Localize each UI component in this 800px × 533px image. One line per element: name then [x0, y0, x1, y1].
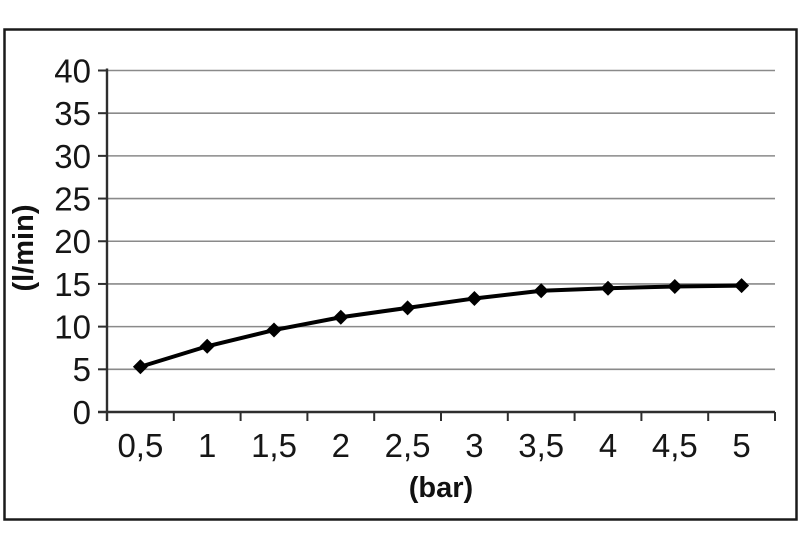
data-point-marker	[466, 290, 482, 306]
x-tick-label: 1,5	[251, 427, 297, 464]
y-tick-label: 10	[54, 309, 91, 346]
x-axis-title: (bar)	[409, 472, 473, 504]
y-tick-label: 40	[54, 52, 91, 89]
data-point-marker	[199, 338, 215, 354]
figure-border	[3, 28, 798, 521]
data-point-marker	[333, 309, 349, 325]
x-axis-tick-labels: 0,5 1 1,5 2 2,5 3 3,5 4 4,5 5	[117, 427, 750, 464]
gridlines	[107, 69, 775, 371]
x-tick-label: 3,5	[518, 427, 564, 464]
data-point-marker	[400, 300, 416, 316]
x-tick-label: 2,5	[385, 427, 431, 464]
data-point-marker	[533, 283, 549, 299]
x-tick-label: 3	[465, 427, 483, 464]
x-tick-label: 1	[198, 427, 216, 464]
y-axis-title: (l/min)	[8, 205, 40, 292]
x-tick-label: 0,5	[117, 427, 163, 464]
y-tick-label: 35	[54, 95, 91, 132]
data-point-marker	[600, 280, 616, 296]
data-point-marker	[667, 278, 683, 294]
x-tick-label: 4	[599, 427, 617, 464]
x-tick-label: 4,5	[652, 427, 698, 464]
series-line	[138, 283, 744, 369]
y-tick-label: 5	[73, 351, 91, 388]
x-tick-label: 2	[332, 427, 350, 464]
y-tick-label: 30	[54, 138, 91, 175]
x-tick-label: 5	[732, 427, 750, 464]
y-tick-label: 0	[73, 394, 91, 431]
y-tick-label: 25	[54, 180, 91, 217]
data-series	[132, 278, 750, 375]
y-axis-tick-labels: 0 5 10 15 20 25 30 35 40	[54, 52, 91, 431]
y-tick-label: 15	[54, 266, 91, 303]
data-point-marker	[266, 322, 282, 338]
y-tick-label: 20	[54, 223, 91, 260]
data-point-marker	[734, 278, 750, 294]
data-point-marker	[132, 359, 148, 375]
axes	[98, 68, 776, 421]
